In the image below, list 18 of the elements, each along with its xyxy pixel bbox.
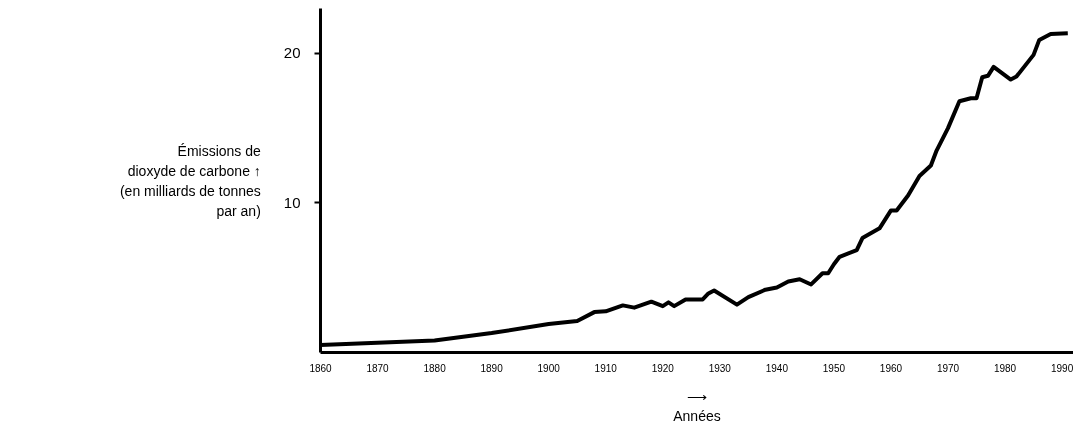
x-tick-label: 1960 — [879, 362, 903, 374]
x-tick-label: 1950 — [822, 362, 846, 374]
x-tick-label: 1990 — [1050, 362, 1073, 374]
x-tick-label: 1890 — [480, 362, 504, 374]
x-tick-label: 1880 — [423, 362, 447, 374]
x-tick-label: 1900 — [537, 362, 561, 374]
x-tick-label: 1980 — [993, 362, 1017, 374]
x-tick-label: 1940 — [765, 362, 789, 374]
x-tick-label: 1870 — [366, 362, 390, 374]
x-tick-label: 1920 — [651, 362, 675, 374]
x-tick-label: 1930 — [708, 362, 732, 374]
y-axis-title: Émissions de dioxyde de carbone ↑ (en milliards de tonnes par an) — [119, 142, 262, 219]
x-axis-title: ⟶ Années — [673, 388, 721, 424]
x-tick-label: 1910 — [594, 362, 618, 374]
x-tick-label: 1970 — [936, 362, 960, 374]
x-tick-label: 1860 — [309, 362, 333, 374]
y-tick-label: 10 — [283, 193, 301, 211]
y-tick-label: 20 — [283, 44, 301, 62]
